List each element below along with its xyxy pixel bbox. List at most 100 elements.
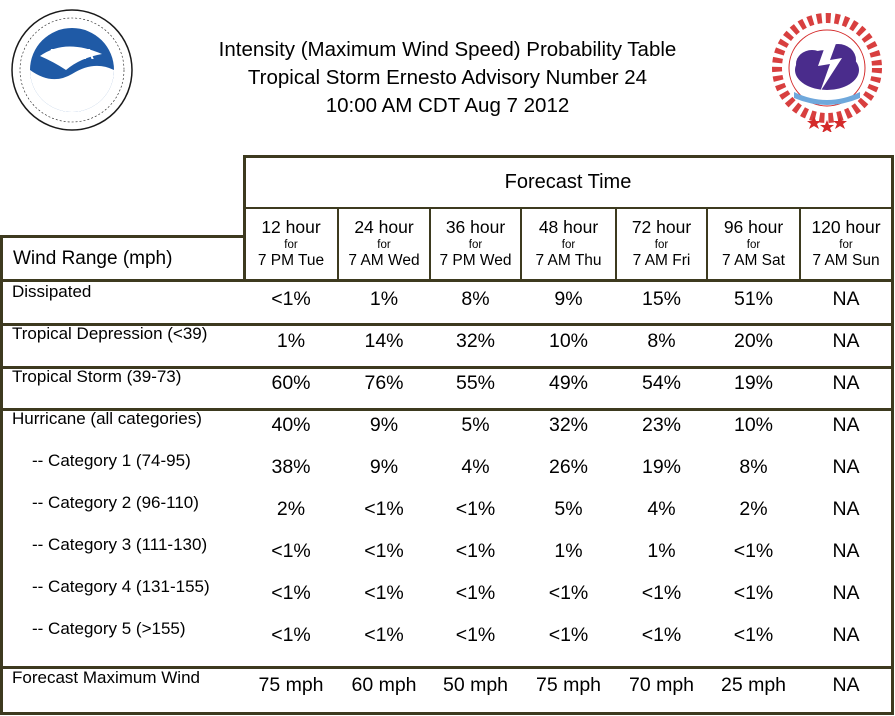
table-rule	[706, 207, 708, 279]
table-cell: NA	[832, 414, 860, 436]
table-cell: NA	[832, 288, 860, 310]
table-cell: 54%	[641, 372, 682, 394]
table-cell: 4%	[647, 498, 676, 520]
row-label: Tropical Depression (<39)	[12, 324, 208, 343]
table-cell: NA	[832, 456, 860, 478]
table-cell: <1%	[271, 624, 311, 646]
table-rule	[337, 207, 339, 279]
table-cell: 23%	[641, 414, 682, 436]
table-cell: <1%	[364, 624, 404, 646]
table-cell: 2%	[739, 498, 768, 520]
column-when: 7 PM Tue	[257, 252, 325, 270]
table-cell: <1%	[733, 540, 774, 562]
row-label: -- Category 1 (74-95)	[32, 451, 191, 470]
table-cell: 19%	[733, 372, 774, 394]
table-cell: 20%	[733, 330, 774, 352]
table-cell: 5%	[554, 498, 583, 520]
column-for: for	[561, 238, 576, 251]
table-cell: 10%	[733, 414, 774, 436]
column-when: 7 AM Fri	[632, 252, 691, 270]
table-cell: NA	[832, 498, 860, 520]
table-rule	[0, 323, 894, 326]
table-cell: <1%	[641, 582, 682, 604]
table-rule	[0, 235, 3, 715]
table-cell: 9%	[369, 456, 399, 478]
table-cell: <1%	[455, 498, 496, 520]
table-cell: <1%	[271, 582, 311, 604]
table-cell: 1%	[647, 540, 676, 562]
table-rule	[0, 235, 245, 238]
table-cell: 1%	[276, 330, 306, 352]
table-cell: 32%	[455, 330, 496, 352]
table-cell: 25 mph	[720, 674, 787, 696]
row-label: Hurricane (all categories)	[12, 409, 202, 428]
table-cell: NA	[832, 372, 860, 394]
column-header: 72 hour for 7 AM Fri	[617, 209, 706, 279]
table-rule	[0, 712, 894, 715]
noaa-logo-icon: NOAA	[11, 9, 133, 131]
table-cell: 75 mph	[535, 674, 602, 696]
table-cell: 1%	[554, 540, 583, 562]
table-rule	[615, 207, 617, 279]
row-label: -- Category 3 (111-130)	[32, 535, 208, 554]
table-cell: 15%	[641, 288, 682, 310]
table-cell: 40%	[271, 414, 311, 436]
table-cell: 32%	[548, 414, 589, 436]
row-label: Tropical Storm (39-73)	[12, 367, 182, 386]
forecast-time-header: Forecast Time	[504, 171, 632, 193]
column-when: 7 PM Wed	[439, 252, 512, 270]
table-cell: <1%	[455, 540, 496, 562]
table-cell: <1%	[733, 582, 774, 604]
table-cell: NA	[832, 582, 860, 604]
table-cell: <1%	[455, 624, 496, 646]
table-cell: 50 mph	[442, 674, 509, 696]
table-cell: 60%	[271, 372, 311, 394]
row-label: -- Category 5 (>155)	[32, 619, 186, 638]
column-header: 12 hour for 7 PM Tue	[245, 209, 337, 279]
table-rule	[799, 207, 801, 279]
table-rule	[0, 666, 894, 669]
row-label: Forecast Maximum Wind	[12, 668, 200, 687]
column-hour: 24 hour	[354, 217, 414, 238]
wind-range-header: Wind Range (mph)	[13, 247, 173, 269]
table-cell: 75 mph	[258, 674, 324, 696]
table-rule	[243, 155, 246, 279]
nws-logo-icon	[771, 12, 883, 132]
title-line-3: 10:00 AM CDT Aug 7 2012	[325, 94, 570, 117]
table-cell: 55%	[455, 372, 496, 394]
table-cell: 19%	[641, 456, 682, 478]
svg-text:NOAA: NOAA	[50, 46, 94, 63]
table-cell: 5%	[461, 414, 490, 436]
column-when: 7 AM Thu	[535, 252, 602, 270]
table-cell: <1%	[364, 582, 404, 604]
table-cell: NA	[832, 624, 860, 646]
page-title: Intensity (Maximum Wind Speed) Probabili…	[160, 36, 735, 120]
column-hour: 96 hour	[723, 217, 784, 238]
table-cell: 9%	[554, 288, 583, 310]
row-label: -- Category 4 (131-155)	[32, 577, 210, 596]
table-cell: NA	[832, 674, 860, 696]
column-hour: 12 hour	[261, 217, 321, 238]
table-rule	[429, 207, 431, 279]
table-cell: 51%	[733, 288, 774, 310]
column-hour: 72 hour	[631, 217, 692, 238]
table-cell: <1%	[364, 540, 404, 562]
table-cell: <1%	[455, 582, 496, 604]
column-header: 48 hour for 7 AM Thu	[522, 209, 615, 279]
table-cell: 38%	[271, 456, 311, 478]
table-rule	[244, 207, 892, 209]
table-cell: <1%	[271, 288, 311, 310]
column-for: for	[839, 238, 853, 251]
table-cell: 4%	[461, 456, 490, 478]
table-cell: 10%	[548, 330, 589, 352]
column-header: 120 hour for 7 AM Sun	[801, 209, 891, 279]
table-cell: 26%	[548, 456, 589, 478]
table-cell: <1%	[641, 624, 682, 646]
table-cell: NA	[832, 540, 860, 562]
page-header: NOAA Intensity (Maximum Wind Speed) Prob…	[0, 0, 895, 150]
table-rule	[0, 408, 894, 411]
table-cell: <1%	[364, 498, 404, 520]
column-header: 24 hour for 7 AM Wed	[339, 209, 429, 279]
table-cell: <1%	[271, 540, 311, 562]
